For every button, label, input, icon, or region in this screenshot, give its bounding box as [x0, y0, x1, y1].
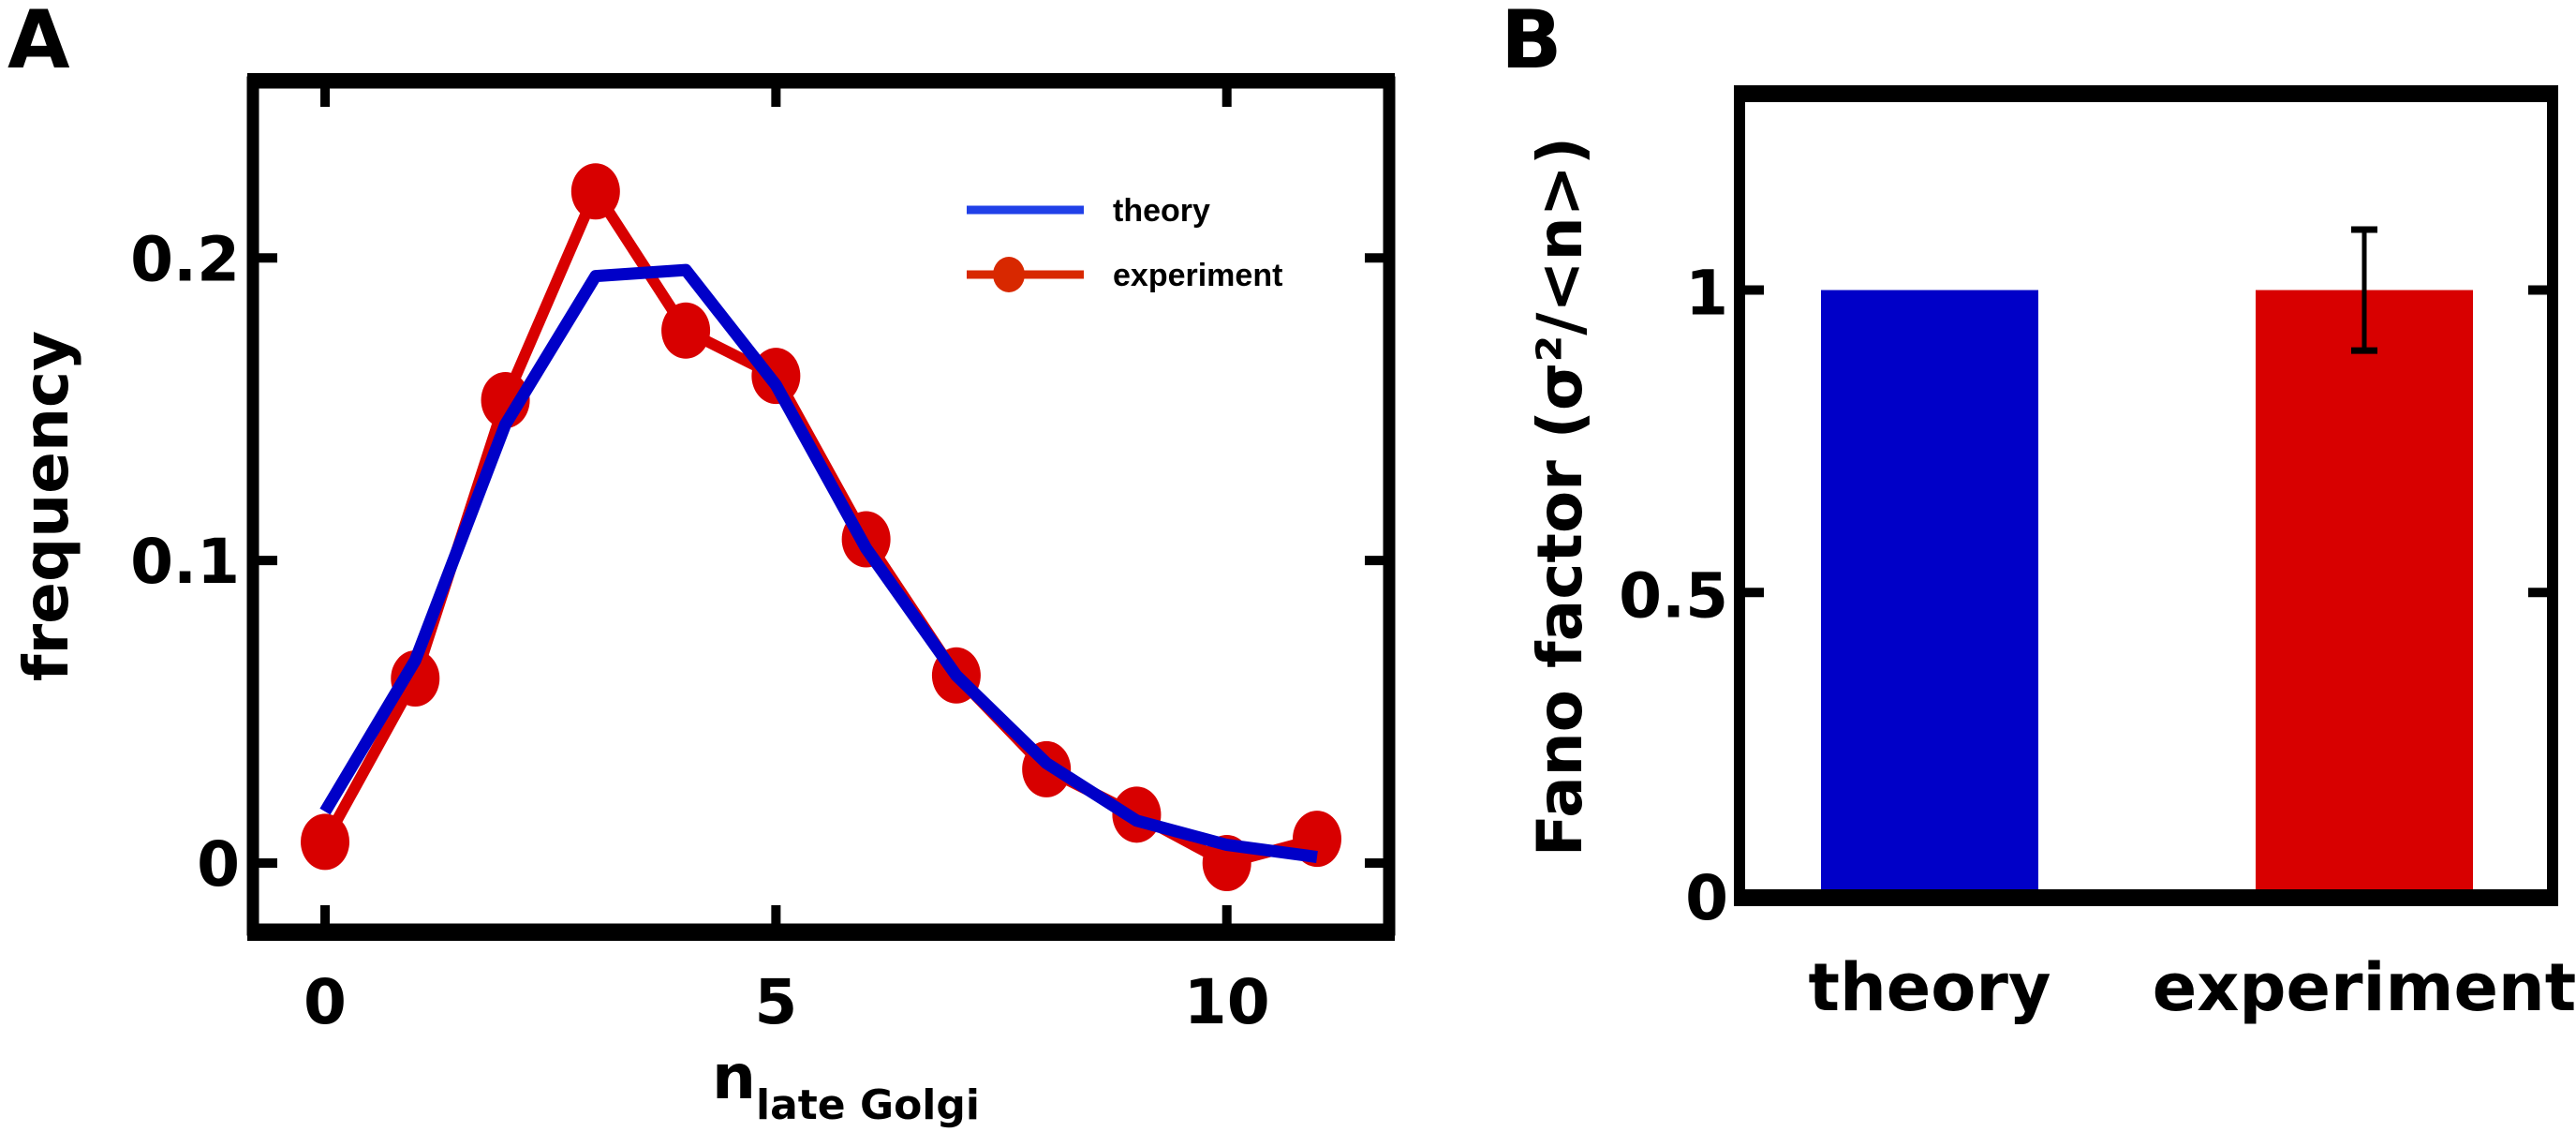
panel-a-ticks: [253, 82, 1389, 930]
experiment-point: [570, 163, 620, 220]
x-tick-label: 0: [303, 966, 347, 1038]
y-tick-label: 0.5: [1619, 559, 1728, 632]
panel-b-bars: [1821, 226, 2473, 892]
panel-label-b: B: [1501, 0, 1562, 87]
x-axis-title-a: nlate Golgi: [712, 1041, 980, 1129]
x-tick-label: 5: [754, 966, 797, 1038]
legend-experiment-label: experiment: [1113, 258, 1282, 293]
top-axis-bar: [247, 73, 1395, 88]
top-axis-bar: [1734, 85, 2558, 100]
y-tick-label: 0: [1685, 862, 1728, 934]
x-tick-label: 10: [1184, 966, 1270, 1038]
category-label: theory: [1808, 949, 2050, 1026]
x-axis-title-subscript: late Golgi: [756, 1081, 980, 1129]
bottom-axis-bar: [1734, 893, 2558, 906]
y-tick-label: 1: [1685, 258, 1728, 330]
panel-a-frame: [246, 73, 1396, 941]
y-axis-title-a: frequency: [10, 331, 82, 681]
bottom-axis-bar: [247, 926, 1395, 941]
experiment-point: [661, 302, 711, 359]
panel-a-series: [301, 163, 1341, 891]
panel-b-frame: [1734, 85, 2558, 906]
experiment-point: [301, 813, 350, 871]
theory-line: [319, 263, 1318, 863]
panel-b: B 00.51 theory experiment Fano factor (σ²…: [1501, 0, 2576, 1026]
y-tick-label: 0: [197, 828, 240, 901]
y-axis-title-b: Fano factor (σ²/<n>): [1524, 137, 1596, 856]
panel-b-tick-labels: 00.51: [1619, 258, 1728, 934]
legend-experiment-marker: [993, 257, 1025, 292]
panel-b-category-labels: theory experiment: [1808, 949, 2576, 1026]
x-axis-title-main: n: [712, 1041, 756, 1113]
panel-label-a: A: [7, 0, 70, 87]
panel-b-ticks: [1740, 285, 2553, 900]
bar-experiment: [2256, 290, 2473, 892]
category-label: experiment: [2153, 949, 2576, 1026]
bar-theory: [1821, 290, 2038, 892]
legend-theory-label: theory: [1113, 193, 1210, 229]
panel-a: A 0 5 10 0 0.1 0.2 frequency nlate Golgi theo…: [7, 0, 1396, 1129]
legend: theory experiment: [967, 193, 1282, 293]
plot-frame: [246, 76, 1396, 936]
panel-a-tick-labels: 0 5 10 0 0.1 0.2: [130, 223, 1270, 1038]
y-tick-label: 0.1: [130, 526, 240, 598]
y-tick-label: 0.2: [130, 223, 240, 295]
